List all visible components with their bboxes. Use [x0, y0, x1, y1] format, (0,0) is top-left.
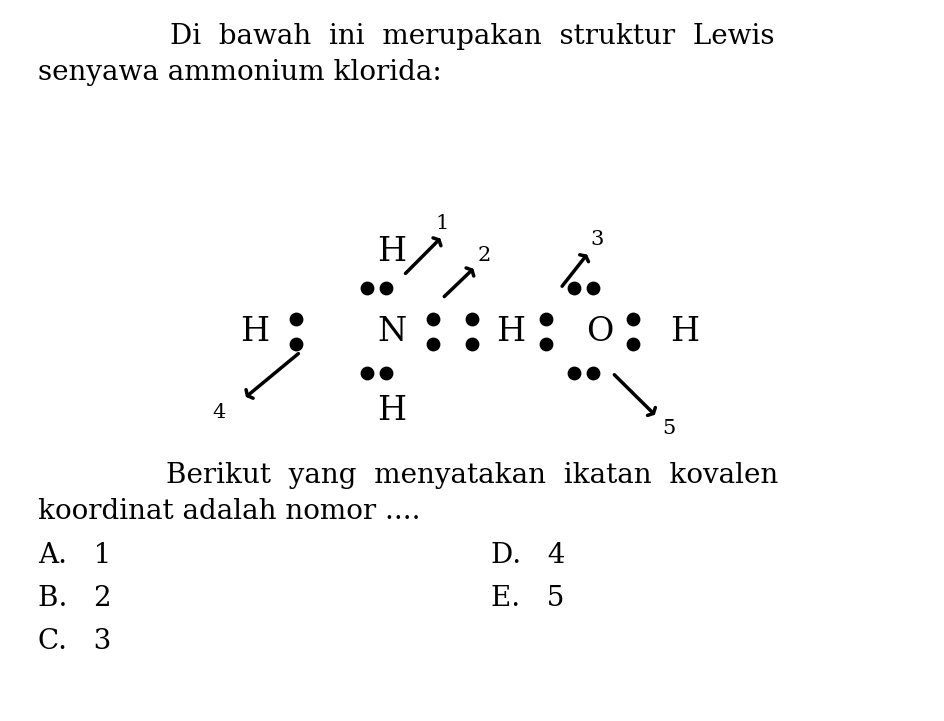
- Point: [625, 313, 640, 324]
- Text: 4: 4: [212, 403, 226, 422]
- Text: O: O: [586, 316, 613, 348]
- Point: [425, 338, 440, 350]
- Text: koordinat adalah nomor ....: koordinat adalah nomor ....: [38, 498, 420, 526]
- Point: [584, 367, 599, 379]
- Text: D.   4: D. 4: [491, 541, 565, 569]
- Point: [378, 367, 393, 379]
- Text: H: H: [378, 236, 406, 268]
- Text: 5: 5: [662, 419, 675, 438]
- Point: [538, 338, 553, 350]
- Point: [378, 283, 393, 294]
- Text: 3: 3: [590, 230, 603, 249]
- Point: [288, 338, 303, 350]
- Point: [565, 283, 581, 294]
- Point: [359, 283, 374, 294]
- Text: A.   1: A. 1: [38, 541, 111, 569]
- Text: H: H: [496, 316, 524, 348]
- Text: H: H: [241, 316, 269, 348]
- Point: [359, 367, 374, 379]
- Point: [464, 338, 480, 350]
- Point: [464, 313, 480, 324]
- Text: senyawa ammonium klorida:: senyawa ammonium klorida:: [38, 58, 441, 86]
- Text: 1: 1: [435, 214, 448, 233]
- Text: H: H: [670, 316, 699, 348]
- Point: [538, 313, 553, 324]
- Point: [625, 338, 640, 350]
- Text: 2: 2: [477, 246, 490, 265]
- Text: N: N: [378, 316, 406, 348]
- Text: Berikut  yang  menyatakan  ikatan  kovalen: Berikut yang menyatakan ikatan kovalen: [166, 462, 778, 490]
- Point: [288, 313, 303, 324]
- Text: C.   3: C. 3: [38, 628, 111, 655]
- Text: H: H: [378, 395, 406, 427]
- Point: [584, 283, 599, 294]
- Point: [565, 367, 581, 379]
- Point: [425, 313, 440, 324]
- Text: B.   2: B. 2: [38, 585, 111, 612]
- Text: E.   5: E. 5: [491, 585, 565, 612]
- Text: Di  bawah  ini  merupakan  struktur  Lewis: Di bawah ini merupakan struktur Lewis: [170, 22, 774, 50]
